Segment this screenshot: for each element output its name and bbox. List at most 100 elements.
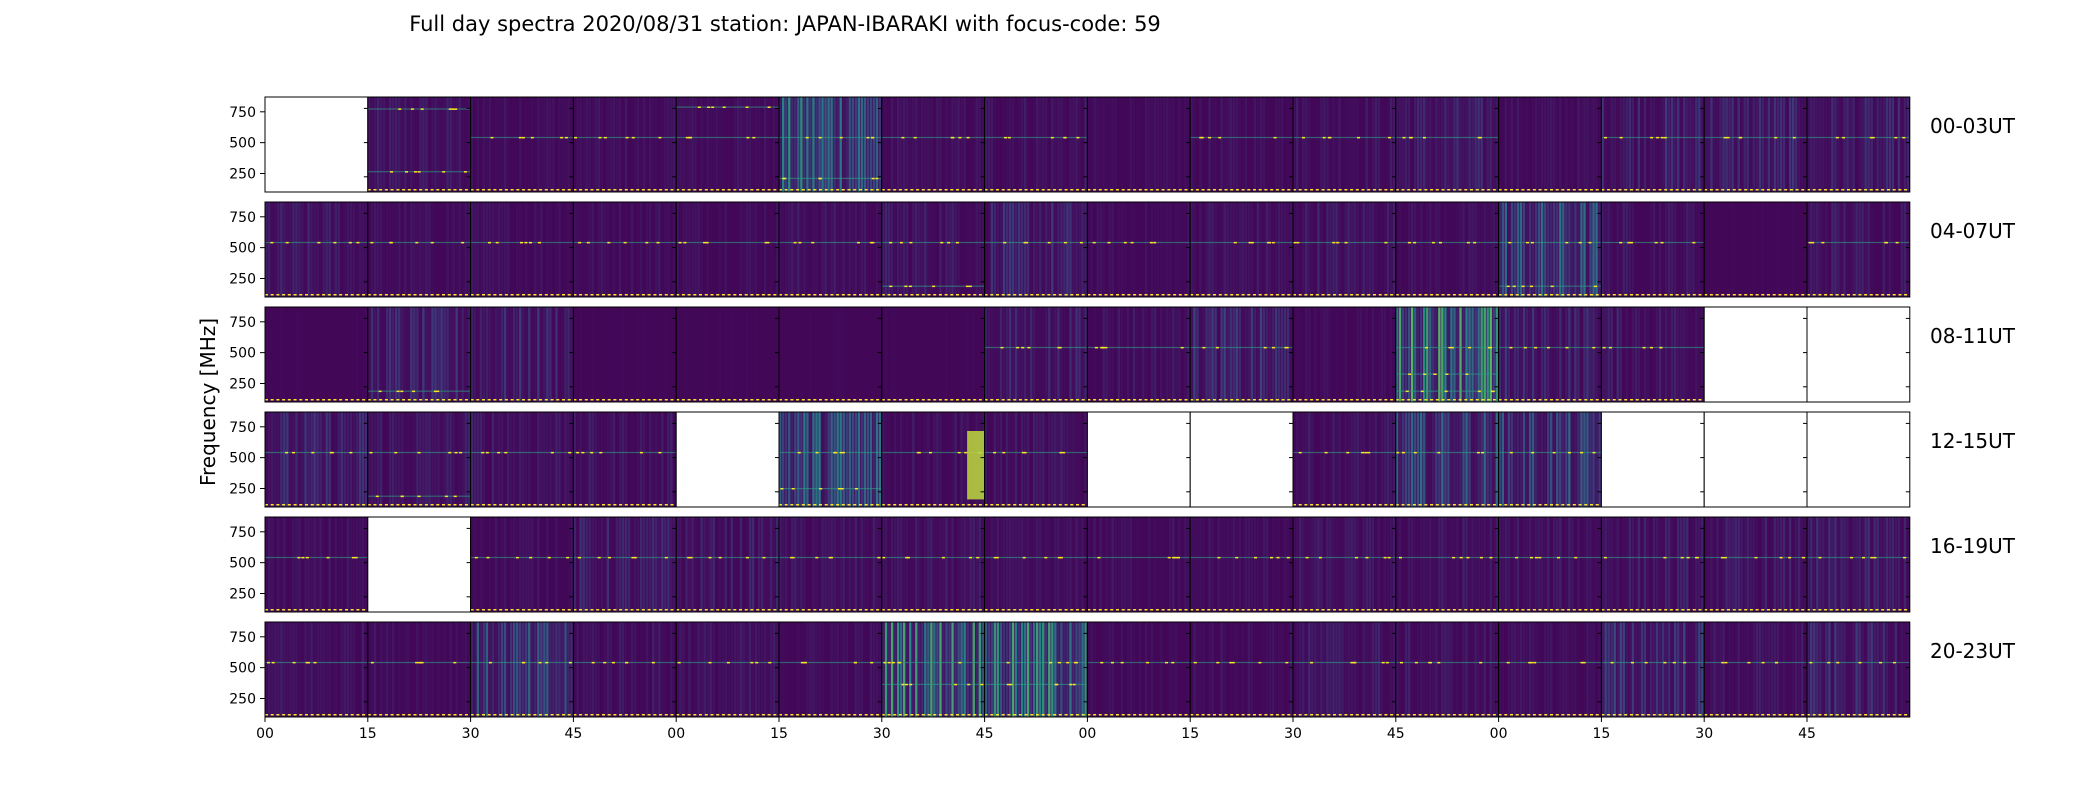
x-tick-label: 45	[1387, 726, 1405, 742]
y-tick-label: 750	[229, 315, 256, 331]
spectrum-panel	[1189, 621, 1294, 718]
spectrum-panel	[1189, 306, 1294, 403]
spectrum-panel	[1806, 306, 1911, 403]
row-time-label: 20-23UT	[1930, 639, 2016, 663]
spectrum-panel	[984, 516, 1088, 613]
spectrum-panel	[1086, 621, 1191, 718]
spectrum-panel	[264, 621, 369, 718]
x-tick-label: 30	[1695, 726, 1713, 742]
spectrum-panel	[367, 621, 472, 718]
spectrum-panel	[264, 201, 369, 298]
spectrum-panel	[881, 96, 986, 193]
x-tick-label: 45	[976, 726, 994, 742]
spectrum-panel	[1189, 96, 1294, 193]
spectrum-panel	[778, 516, 883, 613]
x-tick-label: 45	[1798, 726, 1816, 742]
spectrum-panel	[675, 306, 780, 403]
y-tick-label: 750	[229, 630, 256, 646]
spectrum-panel	[1703, 411, 1808, 508]
y-tick-label: 750	[229, 210, 256, 226]
spectrum-panel	[264, 411, 369, 508]
spectrum-panel	[1292, 621, 1397, 718]
x-tick-label: 15	[1181, 726, 1199, 742]
spectra-row: 250 500 750 04-07UT	[229, 201, 2016, 298]
x-tick-label: 15	[359, 726, 377, 742]
row-time-label: 08-11UT	[1930, 324, 2016, 348]
y-tick-label: 500	[229, 241, 256, 257]
y-axis-label: Frequency [MHz]	[196, 318, 220, 486]
spectrum-panel	[367, 516, 472, 613]
spectrum-panel	[881, 306, 986, 403]
spectrum-panel	[1498, 201, 1602, 298]
spectrum-panel	[1292, 516, 1397, 613]
spectrum-panel	[1498, 306, 1602, 403]
y-tick-label: 250	[229, 481, 256, 497]
spectra-row: 250 500 750 12-15UT	[229, 411, 2016, 508]
x-tick-label: 00	[1490, 726, 1508, 742]
spectrum-panel	[1086, 96, 1191, 193]
spectra-row: 250 500 750 08-11UT	[229, 306, 2016, 403]
spectrum-panel	[1703, 306, 1808, 403]
x-tick-label: 15	[1592, 726, 1610, 742]
spectrum-panel	[984, 306, 1088, 403]
spectrum-panel	[675, 516, 780, 613]
spectrum-panel	[984, 411, 1088, 508]
spectrum-panel	[1600, 411, 1705, 508]
spectrum-panel	[984, 621, 1088, 718]
spectrum-panel	[1703, 201, 1808, 298]
spectrum-panel	[778, 96, 883, 193]
spectrum-panel	[1498, 621, 1602, 718]
spectrum-panel	[572, 201, 677, 298]
spectrum-panel	[572, 306, 677, 403]
x-tick-label: 30	[462, 726, 480, 742]
spectrum-panel	[1395, 516, 1500, 613]
spectrum-panel	[778, 411, 883, 508]
spectra-row: 250 500 750 00-03UT	[229, 96, 2016, 193]
spectrum-panel	[1600, 96, 1705, 193]
spectrum-panel	[1806, 96, 1911, 193]
row-time-label: 12-15UT	[1930, 429, 2016, 453]
y-tick-label: 750	[229, 525, 256, 541]
spectrum-panel	[675, 411, 780, 508]
y-tick-label: 500	[229, 451, 256, 467]
y-tick-label: 750	[229, 105, 256, 121]
spectrum-panel	[778, 621, 883, 718]
spectrum-panel	[1292, 96, 1397, 193]
x-tick-label: 30	[873, 726, 891, 742]
spectrum-panel	[881, 621, 986, 718]
y-tick-label: 750	[229, 420, 256, 436]
y-tick-label: 250	[229, 271, 256, 287]
x-tick-label: 45	[564, 726, 582, 742]
spectrum-panel	[1086, 201, 1191, 298]
spectrum-panel	[1395, 411, 1500, 508]
spectrum-panel	[881, 516, 986, 613]
spectrum-panel	[572, 96, 677, 193]
spectrum-panel	[367, 306, 472, 403]
spectrum-panel	[1600, 201, 1705, 298]
y-tick-label: 500	[229, 136, 256, 152]
spectrum-panel	[470, 411, 574, 508]
spectrum-panel	[264, 306, 369, 403]
spectra-row: 250 500 750 20-23UT	[229, 621, 2016, 718]
figure-title: Full day spectra 2020/08/31 station: JAP…	[409, 12, 1161, 36]
spectrum-panel	[470, 516, 574, 613]
spectrum-panel	[1395, 96, 1500, 193]
y-tick-label: 500	[229, 346, 256, 362]
row-time-label: 04-07UT	[1930, 219, 2016, 243]
spectrum-panel	[367, 411, 472, 508]
spectrum-panel	[984, 201, 1088, 298]
spectrum-panel	[1395, 621, 1500, 718]
spectrum-panel	[572, 516, 677, 613]
spectrum-panel	[1600, 516, 1705, 613]
spectrum-panel	[778, 201, 883, 298]
row-time-label: 00-03UT	[1930, 114, 2016, 138]
y-tick-label: 250	[229, 586, 256, 602]
spectrum-panel	[367, 201, 472, 298]
spectrum-panel	[470, 96, 574, 193]
spectra-rows: 250 500 750 00-03UT 250 500 750 04-07UT 250 500 75…	[229, 96, 2016, 718]
spectrum-panel	[1292, 201, 1397, 298]
spectrum-panel	[1189, 411, 1294, 508]
spectra-row: 250 500 750 16-19UT	[229, 516, 2016, 613]
y-tick-label: 500	[229, 556, 256, 572]
